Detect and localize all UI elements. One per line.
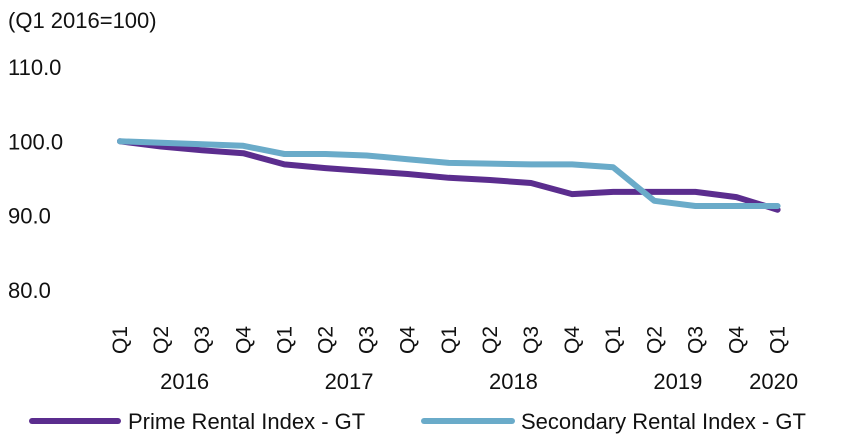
x-tick-label: Q1 [767,326,790,354]
year-labels: 2016 2017 2018 2019 2020 [160,369,798,394]
y-tick-label: 100.0 [8,129,63,154]
x-tick-label: Q1 [438,326,461,354]
series-line-secondary [117,138,781,209]
x-tick-label: Q4 [232,326,255,354]
x-tick-label: Q2 [643,326,666,354]
x-tick-label: Q2 [479,326,502,354]
x-tick-label: Q4 [561,326,584,354]
y-tick-label: 110.0 [8,55,61,80]
legend: Prime Rental Index - GT Secondary Rental … [29,409,806,434]
legend-label-secondary: Secondary Rental Index - GT [521,409,806,434]
x-tick-label: Q1 [109,326,132,354]
x-tick-label: Q2 [150,326,173,354]
unit-label: (Q1 2016=100) [8,8,157,33]
year-label: 2020 [749,369,798,394]
year-label: 2019 [653,369,702,394]
y-tick-label: 80.0 [8,278,51,303]
x-tick-label: Q1 [273,326,296,354]
x-tick-label: Q1 [602,326,625,354]
x-tick-label: Q4 [726,326,749,354]
x-tick-label: Q4 [397,326,420,354]
x-tick-label: Q2 [315,326,338,354]
x-tick-label: Q3 [191,326,214,354]
y-axis: 110.0 100.0 90.0 80.0 [8,55,63,303]
x-axis: Q1 Q2 Q3 Q4 Q1 Q2 Q3 Q4 Q1 Q2 Q3 Q4 Q1 Q2 Q3 Q4 Q1 [109,326,790,354]
year-label: 2017 [325,369,374,394]
x-tick-label: Q3 [684,326,707,354]
y-tick-label: 90.0 [8,204,51,229]
series-lines [117,138,781,213]
year-label: 2018 [489,369,538,394]
x-tick-label: Q3 [356,326,379,354]
x-tick-label: Q3 [520,326,543,354]
series-line-prime [117,138,781,213]
legend-label-prime: Prime Rental Index - GT [128,409,365,434]
year-label: 2016 [160,369,209,394]
